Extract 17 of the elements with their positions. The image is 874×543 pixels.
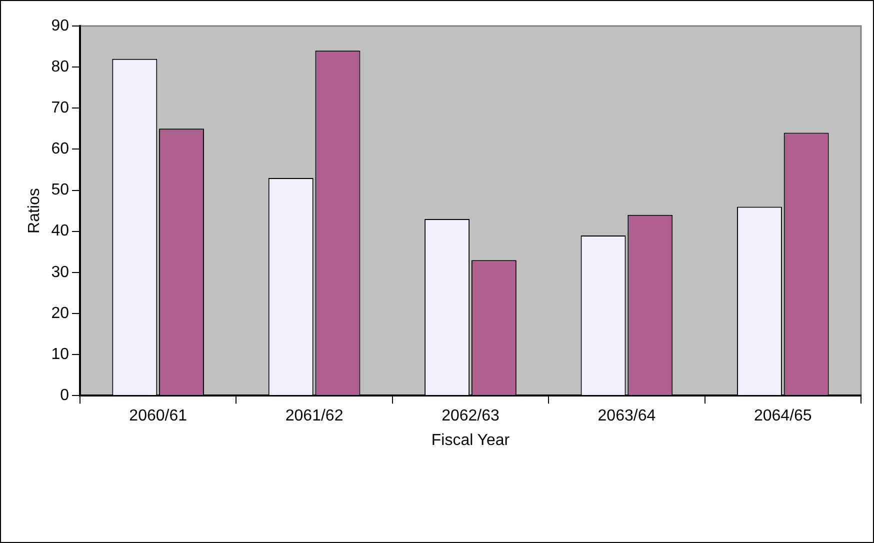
- y-tick-label: 40: [51, 222, 70, 240]
- y-tick-label: 60: [51, 140, 70, 158]
- y-tick-label: 80: [51, 58, 70, 76]
- y-tick-label: 0: [60, 387, 70, 404]
- y-tick-label: 70: [51, 100, 70, 117]
- x-tick-label: 2064/65: [754, 408, 812, 425]
- y-tick-label: 50: [51, 182, 70, 199]
- y-tick-label: 30: [51, 264, 70, 281]
- x-tick-label: 2063/64: [598, 408, 656, 425]
- y-tick-label: 90: [51, 17, 70, 34]
- x-tick-label: 2061/62: [285, 408, 344, 425]
- y-axis-title: Ratios: [26, 188, 44, 234]
- x-tick-label: 2060/61: [129, 408, 188, 425]
- y-tick-label: 10: [51, 346, 70, 363]
- x-tick-label: 2062/63: [442, 408, 500, 425]
- y-tick-label: 20: [51, 304, 70, 322]
- x-axis-title: Fiscal Year: [431, 432, 510, 449]
